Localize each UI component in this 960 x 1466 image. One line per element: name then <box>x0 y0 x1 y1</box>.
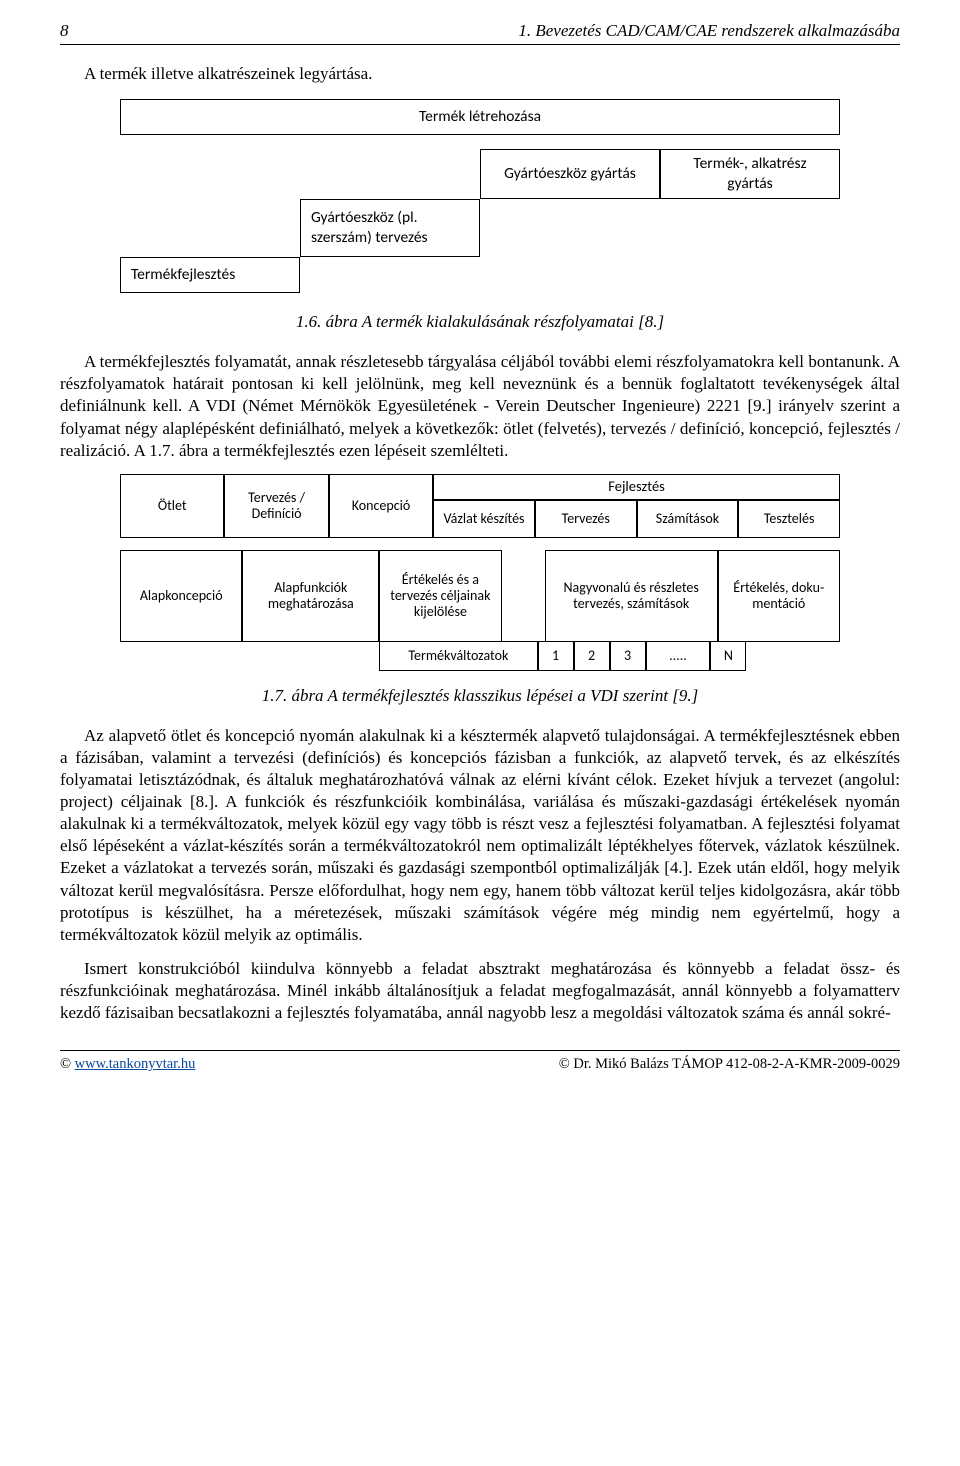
chapter-title: 1. Bevezetés CAD/CAM/CAE rendszerek alka… <box>518 20 900 42</box>
d2-r2-e: Értékelés, doku-mentáció <box>718 550 840 642</box>
d2-tv-2: 2 <box>574 641 610 671</box>
d2-r2-c: Értékelés és a tervezés céljainak kijelö… <box>379 550 501 642</box>
footer-copyright-right: © <box>559 1056 570 1072</box>
d2-tv-n: N <box>710 641 746 671</box>
paragraph-2: Az alapvető ötlet és koncepció nyomán al… <box>60 725 900 946</box>
intro-text: A termék illetve alkatrészeinek legyártá… <box>60 63 900 85</box>
d1-r4: Gyártóeszköz (pl. szerszám) tervezés <box>300 199 480 257</box>
d2-r2-b: Alapfunkciók meghatározása <box>242 550 379 642</box>
figure-2-caption: 1.7. ábra A termékfejlesztés klasszikus … <box>60 685 900 707</box>
d2-otlet: Ötlet <box>120 474 224 538</box>
d2-r2-d: Nagyvonalú és részletes tervezés, számít… <box>545 550 718 642</box>
page-header: 8 1. Bevezetés CAD/CAM/CAE rendszerek al… <box>60 20 900 45</box>
d2-tv-1: 1 <box>538 641 574 671</box>
d2-sub-1: Tervezés <box>535 500 637 538</box>
d2-tv-label: Termékváltozatok <box>379 641 537 671</box>
diagram-2: Ötlet Tervezés / Definíció Koncepció Fej… <box>120 474 840 671</box>
page-footer: © www.tankonyvtar.hu © Dr. Mikó Balázs T… <box>60 1050 900 1074</box>
d2-tv-3: 3 <box>610 641 646 671</box>
d2-terv: Tervezés / Definíció <box>224 474 328 538</box>
d1-row1-cell: Termék létrehozása <box>120 99 840 135</box>
footer-copyright-left: © <box>60 1056 71 1072</box>
d1-r3a: Gyártóeszköz gyártás <box>480 149 660 199</box>
paragraph-3: Ismert konstrukcióból kiindulva könnyebb… <box>60 958 900 1024</box>
d2-fejlesztes: Fejlesztés <box>433 474 840 500</box>
d1-r5: Termékfejlesztés <box>120 257 300 293</box>
footer-author: Dr. Mikó Balázs TÁMOP 412-08-2-A-KMR-200… <box>573 1056 900 1072</box>
d2-r2-a: Alapkoncepció <box>120 550 242 642</box>
page-number: 8 <box>60 20 69 42</box>
d2-konc: Koncepció <box>329 474 433 538</box>
d1-r3b: Termék-, alkatrész gyártás <box>660 149 840 199</box>
paragraph-1: A termékfejlesztés folyamatát, annak rés… <box>60 351 900 461</box>
d2-sub-2: Számítások <box>637 500 739 538</box>
footer-link[interactable]: www.tankonyvtar.hu <box>75 1056 196 1072</box>
figure-1-caption: 1.6. ábra A termék kialakulásának részfo… <box>60 311 900 333</box>
d2-sub-3: Tesztelés <box>738 500 840 538</box>
diagram-1: Termék létrehozása Gyártóeszköz gyártás … <box>120 99 840 293</box>
d2-sub-0: Vázlat készítés <box>433 500 535 538</box>
d2-tv-dots: ..... <box>646 641 711 671</box>
